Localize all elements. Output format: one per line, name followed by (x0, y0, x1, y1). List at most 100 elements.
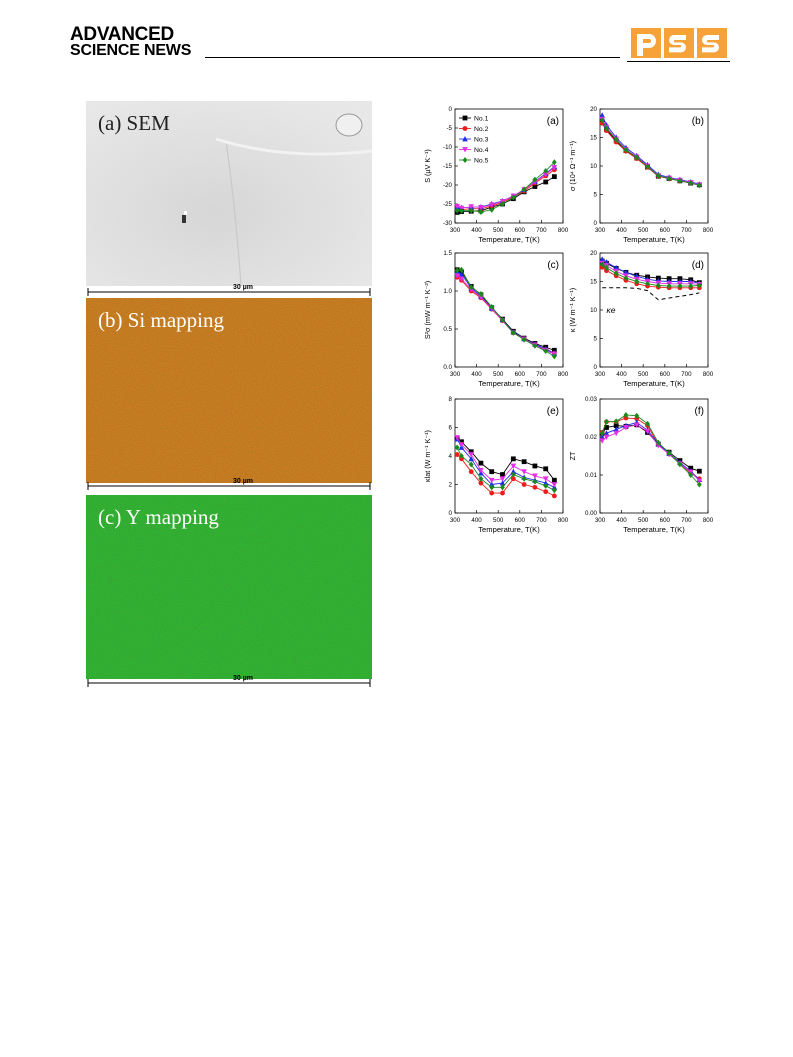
x-tick-label: 300 (450, 227, 461, 234)
data-point (488, 202, 495, 208)
data-point (510, 476, 516, 482)
legend-entry: No.4 (474, 147, 489, 154)
data-point (688, 180, 694, 187)
data-point (604, 418, 609, 425)
data-point (551, 159, 557, 166)
x-axis-label: Temperature, T(K) (478, 379, 540, 388)
data-point (623, 415, 629, 421)
data-point (521, 459, 527, 465)
x-tick-label: 800 (703, 227, 714, 234)
panel-label: (a) (547, 116, 559, 127)
y-tick-label: 5 (594, 192, 598, 199)
data-point (488, 477, 495, 484)
panel-label: (b) (692, 116, 704, 127)
chart-c: 300 400 500 600 700 800 0.0 0.5 1.0 1.5 Temperatur… (423, 250, 569, 388)
data-point (604, 264, 609, 271)
data-point (510, 468, 517, 475)
legend-entry: No.2 (474, 126, 489, 133)
thermoelectric-charts: 300 400 500 600 700 800-30-25-20-15-10-50Temp… (423, 106, 714, 534)
data-point (478, 291, 484, 298)
y-mapping-label: (c) Y mapping (98, 505, 219, 529)
journal-logo (631, 28, 727, 58)
data-point (604, 425, 609, 430)
data-point (454, 203, 460, 210)
series-line-no1 (601, 121, 700, 186)
data-point (468, 207, 474, 214)
sem-image (86, 101, 372, 286)
data-point (478, 460, 484, 466)
si-mapping-label: (b) Si mapping (98, 308, 224, 332)
data-point (688, 472, 694, 478)
x-tick-label: 500 (493, 517, 504, 524)
data-point (459, 439, 464, 445)
x-axis-label: Temperature, T(K) (623, 235, 685, 244)
data-point (532, 473, 538, 479)
panel-label: (e) (547, 406, 559, 417)
y-tick-label: 0 (594, 220, 598, 227)
panel-label: (f) (695, 406, 704, 417)
x-tick-label: 500 (638, 517, 649, 524)
data-point (454, 435, 460, 441)
x-tick-label: 600 (660, 517, 671, 524)
legend-marker (462, 115, 468, 121)
y-tick-label: -25 (443, 201, 453, 208)
kappa-e-label: κe (606, 305, 615, 315)
data-point (521, 186, 527, 193)
series-line-no5 (457, 269, 555, 357)
y-tick-label: 8 (449, 396, 453, 403)
data-point (478, 205, 484, 211)
data-point (644, 428, 651, 435)
data-point (543, 167, 549, 174)
y-axis-label: σ (10⁴ Ω⁻¹ m⁻¹) (568, 141, 577, 191)
data-point (510, 329, 516, 336)
x-tick-label: 400 (471, 227, 482, 234)
y-tick-label: 10 (590, 163, 597, 170)
y-axis-label: S (µV K⁻¹) (423, 149, 432, 183)
x-tick-label: 500 (638, 227, 649, 234)
data-point (633, 422, 640, 428)
data-point (599, 261, 605, 268)
y-tick-label: 20 (590, 250, 597, 257)
data-point (604, 125, 609, 132)
y-tick-label: -5 (446, 125, 452, 132)
y-tick-label: 15 (590, 135, 597, 142)
data-point (499, 480, 506, 486)
data-point (510, 194, 516, 201)
data-point (613, 270, 619, 277)
data-point (468, 204, 474, 210)
chart-f: 300 400 500 600 700 800 0.00 0.01 0.02 0.03 Temper… (568, 396, 714, 534)
data-point (489, 484, 495, 491)
data-point (500, 484, 505, 491)
data-point (677, 461, 683, 468)
data-point (500, 490, 505, 496)
x-tick-label: 800 (558, 517, 569, 524)
data-point (468, 469, 474, 475)
data-point (489, 303, 495, 310)
x-tick-label: 400 (616, 227, 627, 234)
chart-e: 300 400 500 600 700 800 0 2 4 6 8 Temperature, T(K)… (423, 396, 569, 534)
data-point (542, 171, 549, 178)
data-point (478, 475, 484, 482)
data-point (551, 165, 558, 171)
chart-a: 300 400 500 600 700 800 -30 -25 -20 -15 -10 -5 0 Temp… (423, 106, 569, 244)
data-point (459, 266, 464, 273)
data-point (634, 412, 640, 419)
data-point (655, 439, 661, 446)
data-point (459, 453, 464, 459)
plot-frame (599, 398, 709, 514)
data-point (500, 201, 505, 207)
data-point (454, 452, 460, 457)
data-point (666, 283, 672, 290)
data-point (458, 271, 465, 277)
y-tick-label: 1.0 (443, 288, 452, 295)
data-point (521, 475, 527, 482)
data-point (551, 487, 557, 494)
x-tick-label: 300 (595, 227, 606, 234)
data-point (532, 484, 538, 490)
legend-marker (462, 147, 468, 153)
data-point (677, 283, 683, 290)
y-tick-label: 10 (590, 307, 597, 314)
data-point (666, 175, 672, 182)
x-tick-label: 700 (681, 371, 692, 378)
data-point (623, 411, 629, 418)
